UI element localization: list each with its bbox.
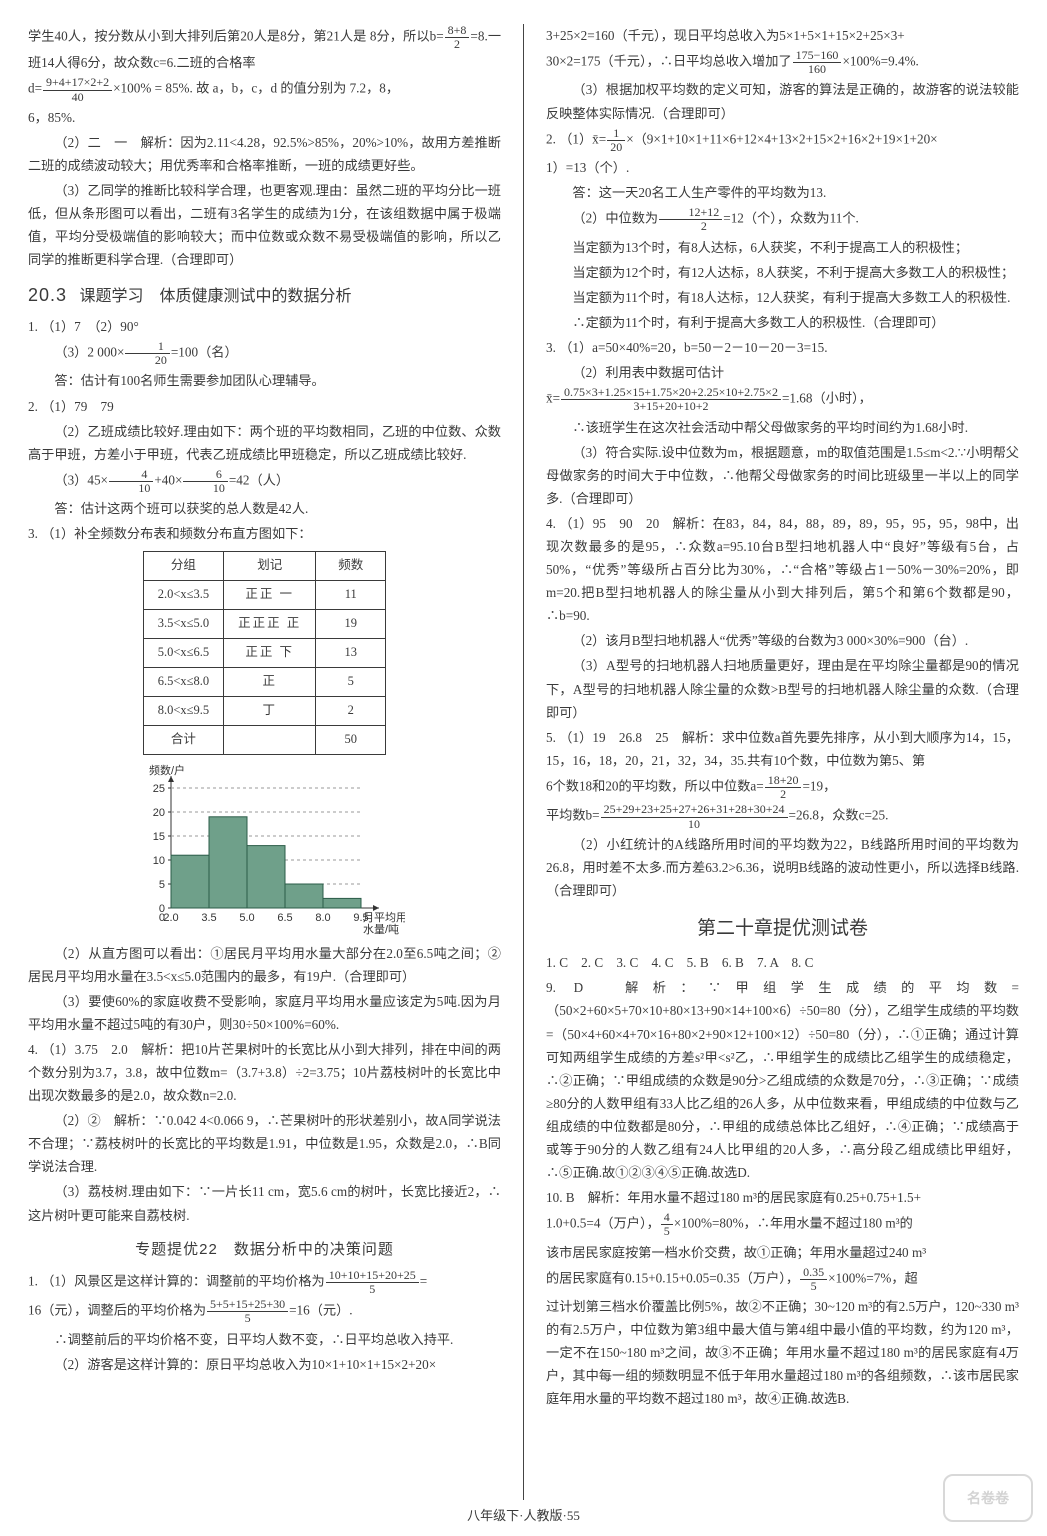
q3-after-2: （3）要使60%的家庭收费不受影响，家庭月平均用水量应该定为5吨.因为月平均用水… <box>28 990 501 1036</box>
q1-ans: 答：估计有100名师生需要参加团队心理辅导。 <box>28 369 501 392</box>
r-q10-3: 该市居民家庭按第一档水价交费，故①正确；年用水量超过240 m³ <box>546 1241 1019 1264</box>
r-q10-5: 过计划第三档水价覆盖比例5%，故②不正确；30~120 m³的有2.5万户，12… <box>546 1295 1019 1410</box>
svg-text:月平均用: 月平均用 <box>363 911 405 924</box>
svg-text:2.0: 2.0 <box>163 912 178 924</box>
intro-p2: （2）二 一 解析：因为2.11<4.28，92.5%>85%，20%>10%，… <box>28 131 501 177</box>
q2-frac: （3）45×410+40×610=42（人） <box>28 468 501 495</box>
r-q5-frac2: 平均数b=25+29+23+25+27+26+31+28+30+2410=26.… <box>546 803 1019 830</box>
svg-text:频数/户: 频数/户 <box>149 763 185 777</box>
r-q5-2: （2）小红统计的A线路所用时间的平均数为22，B线路所用时间的平均数为26.8，… <box>546 833 1019 902</box>
svg-text:0: 0 <box>158 912 164 924</box>
r-q9: 9. D 解析：∵甲组学生成绩的平均数=（50×2+60×5+70×10+80×… <box>546 976 1019 1184</box>
q4-2: （2）② 解析：∵0.042 4<0.066 9，∴芒果树叶的形状差别小，故A同… <box>28 1109 501 1178</box>
table-row: 8.0<x≤9.5丁2 <box>143 696 386 725</box>
r-q2-4: 当定额为13个时，有8人达标，6人获奖，不利于提高工人的积极性； <box>546 236 1019 259</box>
r-q5-frac1: 6个数18和20的平均数，所以中位数a=18+202=19， <box>546 774 1019 801</box>
r-q5-1: 5. （1）19 26.8 25 解析：求中位数a首先要先排序，从小到大顺序为1… <box>546 726 1019 772</box>
right-column: 3+25×2=160（千元），现日平均总收入为5×1+5×1+15×2+25×3… <box>546 24 1019 1500</box>
intro-d: d=9+4+17×2+240×100% = 85%. 故 a，b，c，d 的值分… <box>28 76 501 103</box>
r-q2-2: 1）=13（个）. <box>546 156 1019 179</box>
frequency-table: 分组 划记 频数 2.0<x≤3.5正正 一11 3.5<x≤5.0正正正 正1… <box>143 551 387 754</box>
section-title: 课题学习 体质健康测试中的数据分析 <box>80 288 352 305</box>
table-row: 6.5<x≤8.0正5 <box>143 667 386 696</box>
r-cont-3: （3）根据加权平均数的定义可知，游客的算法是正确的，故游客的说法较能反映整体实际… <box>546 78 1019 124</box>
t22-q1-2: 16（元），调整后的平均价格为5+5+15+25+305=16（元）. <box>28 1298 501 1325</box>
page-footer: 八年级下·人教版·55 <box>0 1505 1047 1528</box>
q2-ans: 答：估计这两个班可以获奖的总人数是42人. <box>28 497 501 520</box>
section-number: 20.3 <box>28 285 67 305</box>
r-q3-4: （3）符合实际.设中位数为m，根据题意，m的取值范围是1.5≤m<2.∵小明帮父… <box>546 441 1019 510</box>
q2-1: 2. （1）79 79 <box>28 395 501 418</box>
section-20-3-heading: 20.3 课题学习 体质健康测试中的数据分析 <box>28 280 501 312</box>
q2-2: （2）乙班成绩比较好.理由如下：两个班的平均数相同，乙班的中位数、众数高于甲班，… <box>28 420 501 466</box>
r-q2-7: ∴定额为11个时，有利于提高大多数工人的积极性.（合理即可） <box>546 311 1019 334</box>
svg-text:3.5: 3.5 <box>201 912 216 924</box>
svg-text:5.0: 5.0 <box>239 912 254 924</box>
th-tally: 划记 <box>224 552 316 581</box>
svg-text:5: 5 <box>158 879 164 891</box>
svg-text:15: 15 <box>152 831 164 843</box>
topic22-heading: 专题提优22 数据分析中的决策问题 <box>28 1237 501 1263</box>
t22-q1-1: 1. （1）风景区是这样计算的：调整前的平均价格为10+10+15+20+255… <box>28 1269 501 1296</box>
r-q2-1: 2. （1）x̄=120×（9×1+10×1+11×6+12×4+13×2+15… <box>546 127 1019 154</box>
intro-2-pre: 8分，所以b= <box>370 29 444 44</box>
q1-1: 1. （1）7 （2）90° <box>28 315 501 338</box>
column-divider <box>523 24 524 1500</box>
th-freq: 频数 <box>316 552 386 581</box>
svg-text:6.5: 6.5 <box>277 912 292 924</box>
table-row: 3.5<x≤5.0正正正 正19 <box>143 610 386 639</box>
svg-text:25: 25 <box>152 783 164 795</box>
intro-1: 学生40人，按分数从小到大排列后第20人是8分，第21人是 8分，所以b=8+8… <box>28 24 501 74</box>
two-column-layout: 学生40人，按分数从小到大排列后第20人是8分，第21人是 8分，所以b=8+8… <box>28 24 1019 1500</box>
r-q3-3: ∴该班学生在这次社会活动中帮父母做家务的平均时间约为1.68小时. <box>546 416 1019 439</box>
th-group: 分组 <box>143 552 223 581</box>
q1-frac: （3）2 000×120=100（名） <box>28 340 501 367</box>
r-q4-1: 4. （1）95 90 20 解析：在83，84，84，88，89，89，95，… <box>546 512 1019 627</box>
svg-text:10: 10 <box>152 855 164 867</box>
r-q2-median: （2）中位数为12+122=12（个），众数为11个. <box>546 206 1019 233</box>
q4-1: 4. （1）3.75 2.0 解析：把10片芒果树叶的长宽比从小到大排列，排在中… <box>28 1038 501 1107</box>
svg-text:8.0: 8.0 <box>315 912 330 924</box>
q3-after-1: （2）从直方图可以看出：①居民月平均用水量大部分在2.0至6.5吨之间；②居民月… <box>28 942 501 988</box>
svg-text:20: 20 <box>152 807 164 819</box>
t22-q1-4: （2）游客是这样计算的：原日平均总收入为10×1+10×1+15×2+20× <box>28 1353 501 1376</box>
intro-end: 6，85%. <box>28 106 501 129</box>
r-q2-3: 答：这一天20名工人生产零件的平均数为13. <box>546 181 1019 204</box>
r-q10-4: 的居民家庭有0.15+0.15+0.05=0.35（万户），0.355×100%… <box>546 1266 1019 1293</box>
r-q4-3: （3）A型号的扫地机器人扫地质量更好，理由是在平均除尘量都是90的情况下，A型号… <box>546 654 1019 723</box>
r-q10-1: 10. B 解析：年用水量不超过180 m³的居民家庭有0.25+0.75+1.… <box>546 1186 1019 1209</box>
r-q10-2: 1.0+0.5=4（万户），45×100%=80%，∴年用水量不超过180 m³… <box>546 1211 1019 1238</box>
t22-q1-3: ∴调整前后的平均价格不变，日平均人数不变，∴日平均总收入持平. <box>28 1328 501 1351</box>
svg-text:水量/吨: 水量/吨 <box>363 923 399 936</box>
table-row: 5.0<x≤6.5正正 下13 <box>143 639 386 668</box>
watermark-badge: 名卷卷 <box>943 1474 1033 1522</box>
q3-head: 3. （1）补全频数分布表和频数分布直方图如下： <box>28 522 501 545</box>
r-q3-1: 3. （1）a=50×40%=20，b=50－2－10－20－3=15. <box>546 336 1019 359</box>
r-q2-6: 当定额为11个时，有18人达标，12人获奖，有利于提高大多数工人的积极性. <box>546 286 1019 309</box>
r-q3-frac: x̄=0.75×3+1.25×15+1.75×20+2.25×10+2.75×2… <box>546 386 1019 413</box>
exam-heading: 第二十章提优测试卷 <box>546 912 1019 945</box>
r-cont-2: 30×2=175（千元），∴日平均总收入增加了175−160160×100%=9… <box>546 49 1019 76</box>
table-row: 合计50 <box>143 725 386 754</box>
table-row: 2.0<x≤3.5正正 一11 <box>143 581 386 610</box>
mc-answers: 1. C 2. C 3. C 4. C 5. B 6. B 7. A 8. C <box>546 951 1019 974</box>
r-q4-2: （2）该月B型扫地机器人“优秀”等级的台数为3 000×30%=900（台）. <box>546 629 1019 652</box>
r-q2-5: 当定额为12个时，有12人达标，8人获奖，不利于提高大多数工人的积极性； <box>546 261 1019 284</box>
r-q3-2: （2）利用表中数据可估计 <box>546 361 1019 384</box>
left-column: 学生40人，按分数从小到大排列后第20人是8分，第21人是 8分，所以b=8+8… <box>28 24 501 1500</box>
intro-p3: （3）乙同学的推断比较科学合理，也更客观.理由：虽然二班的平均分比一班低，但从条… <box>28 179 501 271</box>
r-cont-1: 3+25×2=160（千元），现日平均总收入为5×1+5×1+15×2+25×3… <box>546 24 1019 47</box>
histogram-chart: 05101520252.03.55.06.58.09.5频数/户月平均用水量/吨… <box>125 763 405 938</box>
q4-3: （3）荔枝树.理由如下：∵一片长11 cm，宽5.6 cm的树叶，长宽比接近2，… <box>28 1180 501 1226</box>
